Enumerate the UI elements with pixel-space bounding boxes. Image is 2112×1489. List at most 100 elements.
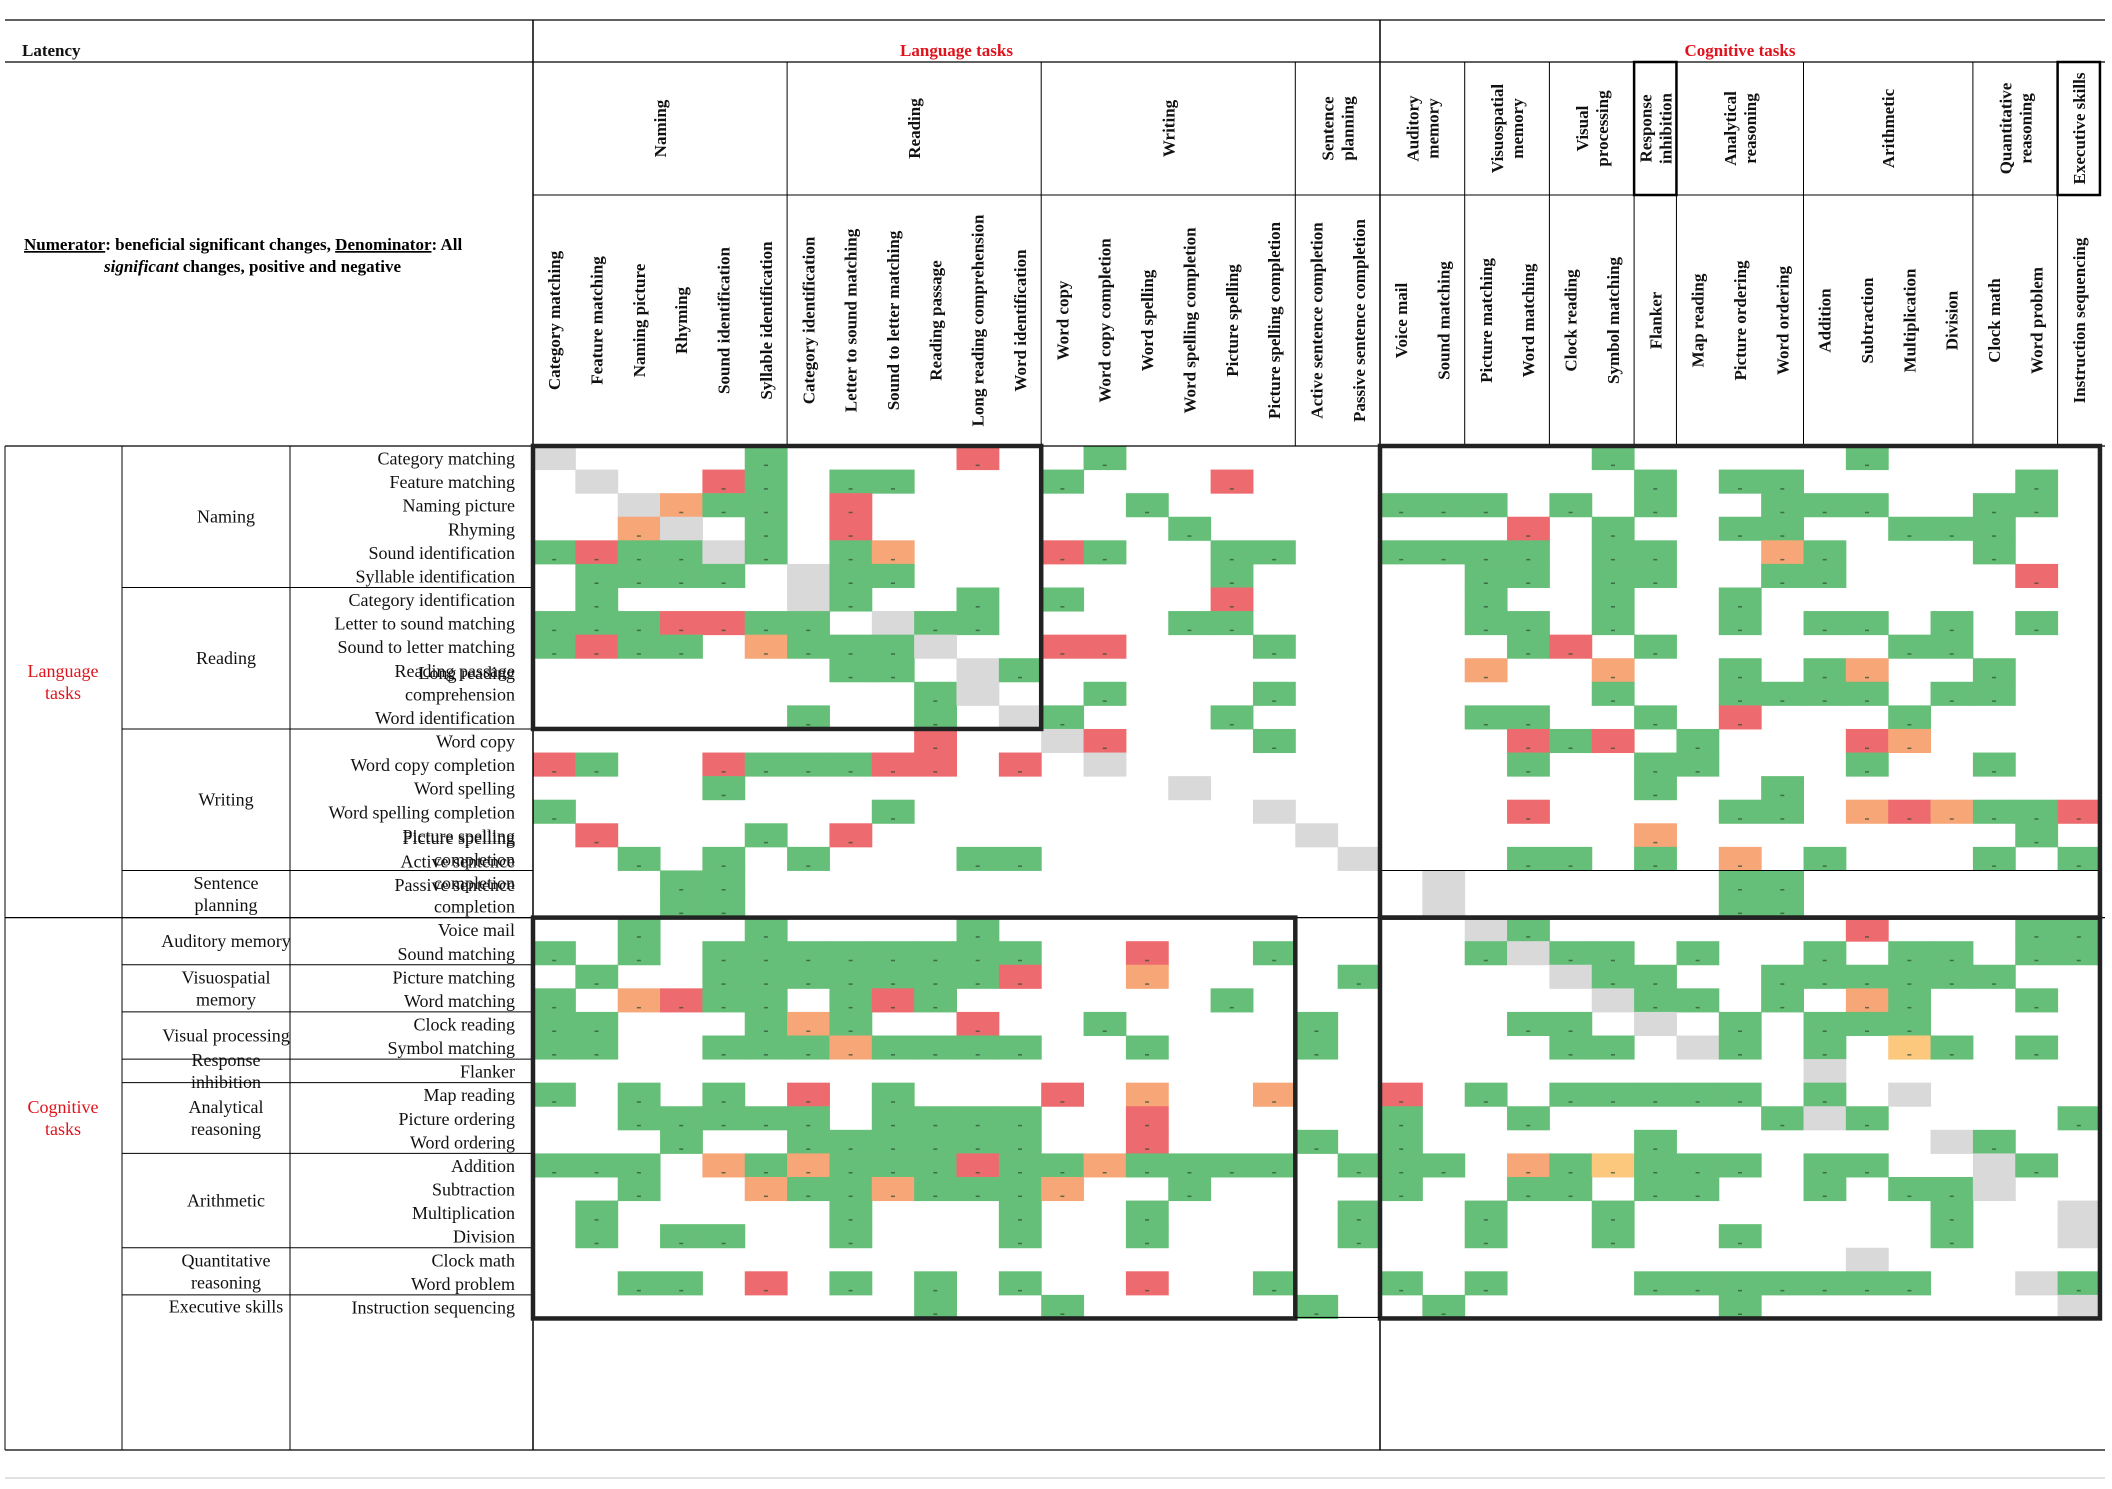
cell-mark [2034, 1171, 2039, 1174]
row-domain-label: Sentence [194, 873, 259, 893]
cell-mark [1780, 582, 1785, 584]
beneficial-cell [956, 1106, 1000, 1131]
beneficial-cell [1549, 1176, 1593, 1202]
beneficial-cell [744, 823, 788, 848]
beneficial-cell [2015, 1035, 2059, 1060]
cell-mark [848, 606, 853, 608]
cell-mark [848, 653, 853, 655]
cell-mark [1865, 936, 1870, 938]
beneficial-cell [1507, 752, 1550, 777]
beneficial-cell [1803, 846, 1847, 871]
col-task-label: Feature matching [588, 256, 607, 385]
cell-mark [1992, 983, 1997, 985]
beneficial-cell [2015, 611, 2059, 636]
cell-mark [594, 582, 599, 584]
detrimental-cell [1591, 728, 1635, 754]
detrimental-cell [956, 1153, 1000, 1178]
col-task-label: Picture matching [1477, 258, 1496, 383]
detrimental-cell [1845, 728, 1889, 754]
beneficial-cell [1761, 563, 1804, 588]
beneficial-cell [660, 563, 703, 588]
cell-mark [763, 1030, 768, 1032]
cell-mark [1653, 1195, 1658, 1198]
row-task-label: Passive sentence [395, 875, 515, 895]
row-task-label: Division [453, 1227, 515, 1247]
cell-mark [1314, 1148, 1319, 1150]
cell-mark [975, 983, 980, 985]
beneficial-cell [1718, 681, 1762, 706]
detrimental-cell [1888, 799, 1932, 824]
cell-mark [1653, 865, 1658, 867]
detrimental-cell [1125, 1106, 1169, 1131]
cell-mark [552, 1054, 557, 1056]
beneficial-cell [1676, 941, 1720, 966]
beneficial-cell [1422, 1153, 1466, 1178]
cell-mark [1653, 1101, 1658, 1103]
cell-mark [848, 1054, 853, 1056]
beneficial-cell [787, 1035, 830, 1060]
detrimental-cell [1210, 469, 1254, 494]
beneficial-cell [660, 1129, 703, 1154]
beneficial-cell [1634, 540, 1677, 565]
detrimental-cell [1041, 634, 1085, 659]
cell-mark [1568, 1101, 1573, 1103]
cell-mark [1865, 511, 1870, 514]
cell-mark [1822, 983, 1827, 985]
col-domain-label: Naming [651, 99, 670, 157]
col-domain-label: Reading [905, 98, 924, 159]
row-domain-label: inhibition [191, 1072, 261, 1092]
beneficial-cell [787, 705, 830, 730]
cell-mark [594, 1219, 599, 1221]
beneficial-cell [1634, 776, 1677, 801]
beneficial-cell [829, 1200, 873, 1225]
cell-mark [848, 676, 853, 679]
beneficial-cell [1972, 1129, 2016, 1154]
row-task-label: Clock reading [414, 1015, 515, 1035]
cell-mark [2076, 1289, 2081, 1292]
beneficial-cell [2015, 941, 2059, 966]
cell-mark [2034, 488, 2039, 490]
cell-mark [1483, 511, 1488, 514]
beneficial-cell [1210, 540, 1254, 565]
cell-mark [1526, 1124, 1531, 1127]
detrimental-cell [1083, 728, 1127, 754]
cell-mark [806, 959, 811, 962]
beneficial-cell [1845, 493, 1889, 518]
cell-mark [1822, 1054, 1827, 1056]
beneficial-cell [1041, 469, 1085, 494]
row-task-label: Addition [451, 1156, 515, 1176]
cell-mark [1822, 676, 1827, 679]
cell-mark [1610, 1101, 1615, 1103]
beneficial-cell [1295, 1129, 1339, 1154]
beneficial-cell [1252, 1271, 1296, 1296]
cell-mark [1610, 676, 1615, 679]
cell-mark [1822, 1195, 1827, 1198]
beneficial-cell [914, 941, 957, 966]
cell-mark [594, 1242, 599, 1245]
col-task-label: Reading passage [926, 260, 945, 381]
cell-mark [763, 1054, 768, 1056]
cell-mark [721, 582, 726, 584]
cell-mark [1610, 464, 1615, 467]
beneficial-cell [1464, 941, 1508, 966]
beneficial-cell [1676, 1176, 1720, 1202]
legend-numerator-text: : beneficial significant changes, [105, 235, 335, 254]
beneficial-cell [1168, 611, 1212, 636]
row-task-label: Voice mail [438, 920, 515, 940]
cell-mark [1483, 1289, 1488, 1292]
beneficial-cell [1718, 1082, 1762, 1107]
cell-mark [721, 1171, 726, 1174]
cell-mark [1526, 653, 1531, 655]
cell-mark [594, 558, 599, 561]
cell-mark [848, 488, 853, 490]
cell-mark [1272, 959, 1277, 962]
beneficial-cell [1464, 540, 1508, 565]
beneficial-cell [1803, 493, 1847, 518]
cell-mark [1653, 511, 1658, 514]
col-task-label: Naming picture [630, 263, 649, 377]
row-task-label: completion [434, 873, 515, 893]
col-task-label: Passive sentence completion [1350, 218, 1369, 422]
detrimental-cell [998, 964, 1042, 989]
row-domain-label: Naming [197, 507, 255, 527]
cell-mark [1865, 700, 1870, 702]
